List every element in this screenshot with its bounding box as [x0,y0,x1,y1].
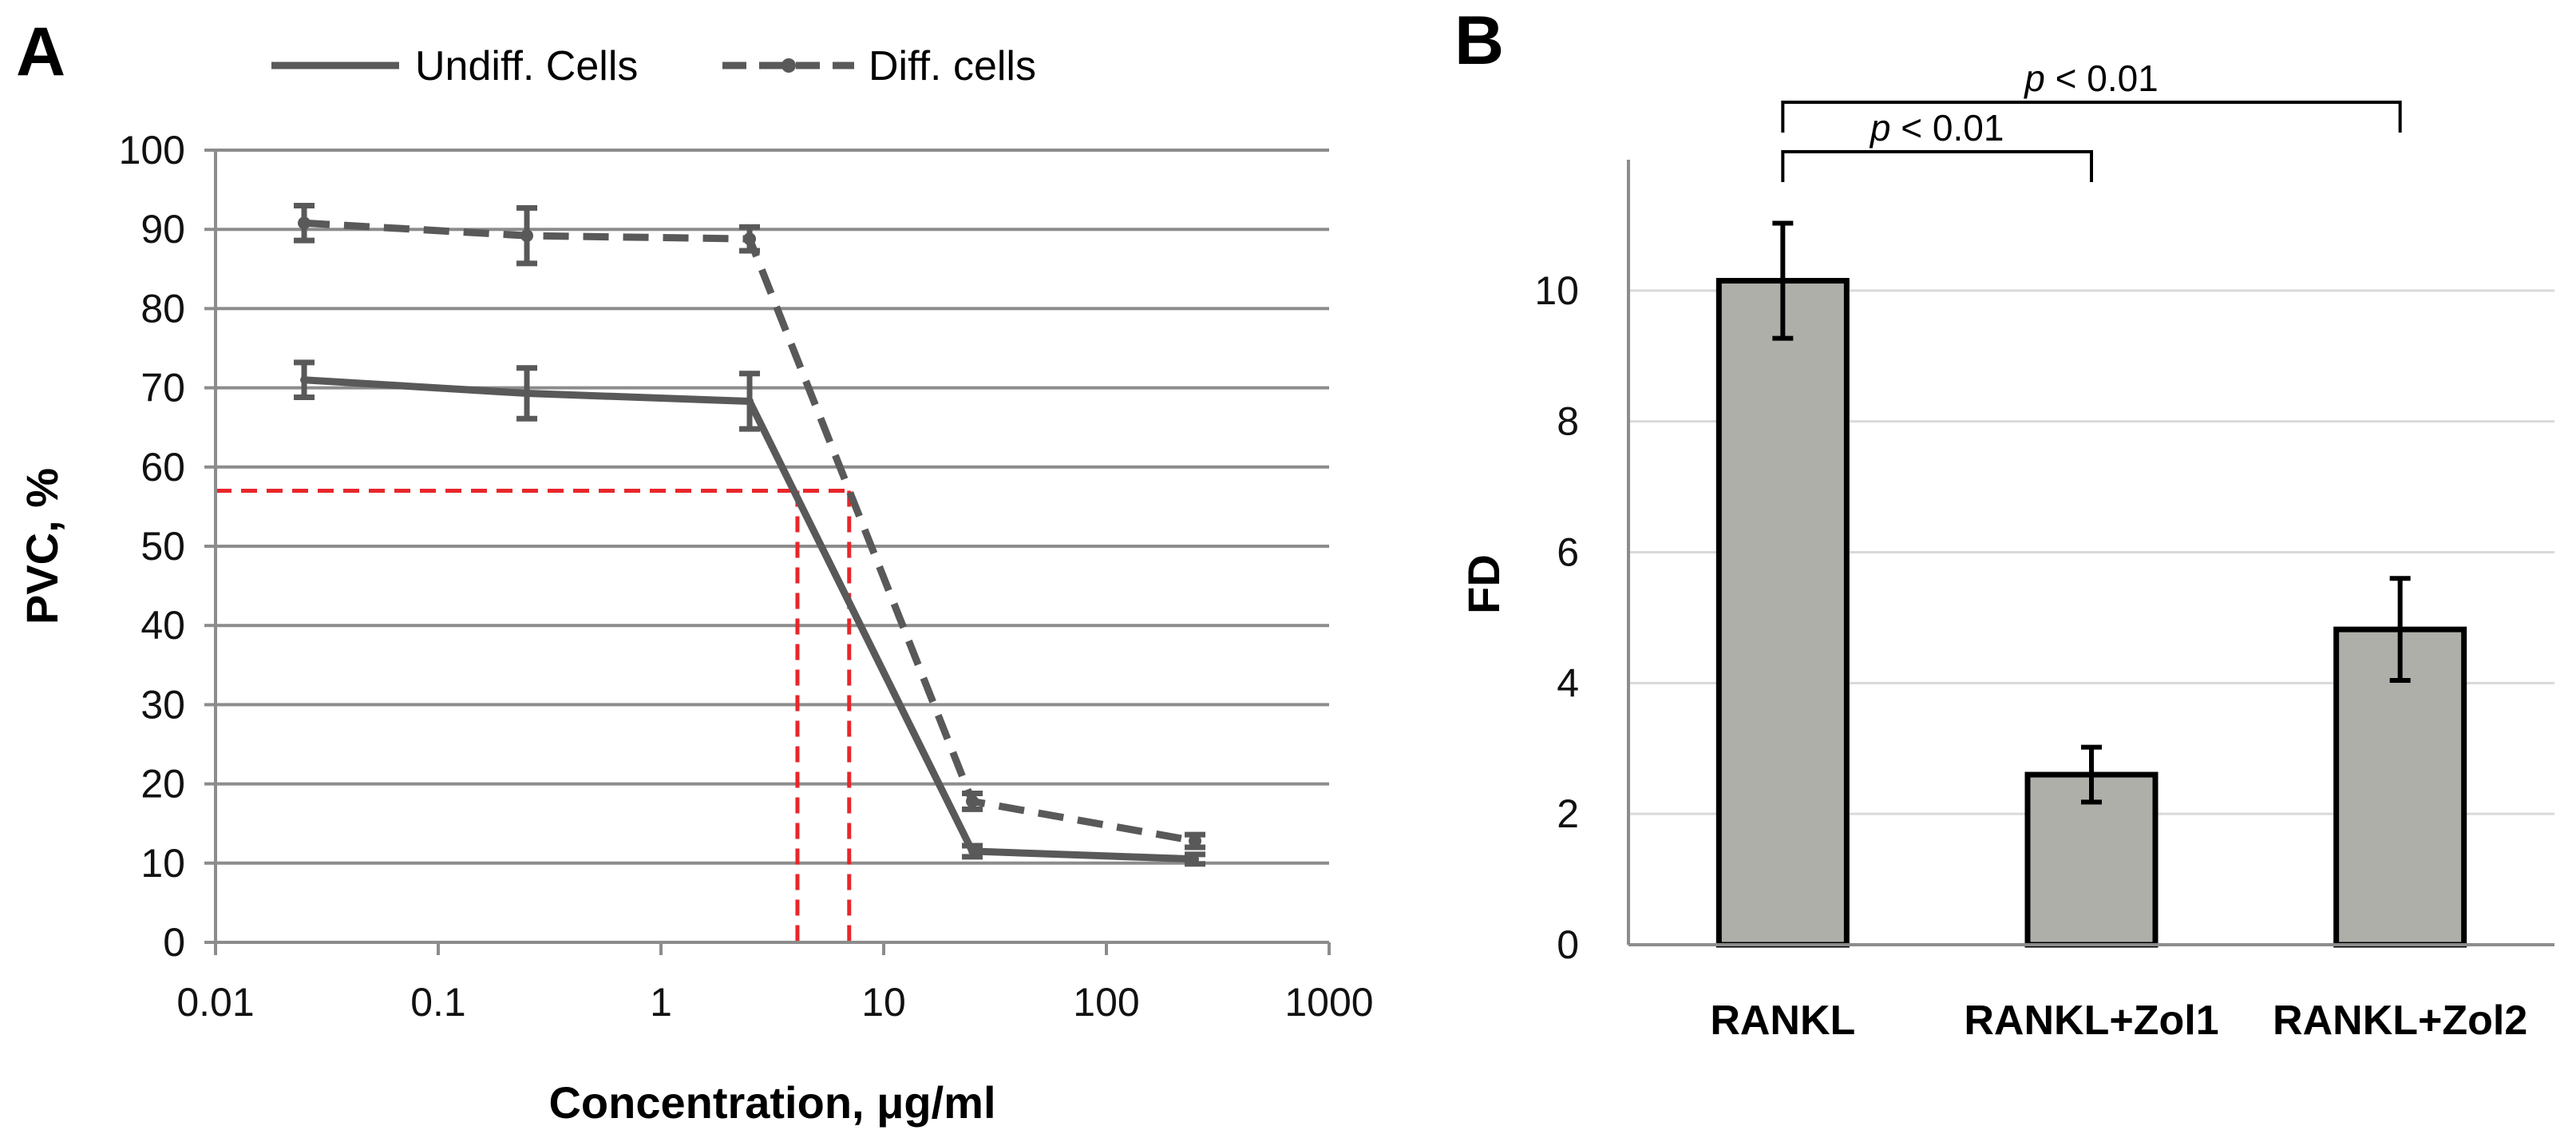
b-significance-brackets: p < 0.01p < 0.01 [1781,57,2402,182]
a-series-line-1 [303,219,1196,845]
a-y-tick-5: 50 [140,524,185,569]
a-x-tick-3: 10 [861,980,906,1025]
b-y-tick-3: 6 [1557,530,1579,575]
a-y-tick-labels: 0 10 20 30 40 50 60 70 80 90 100 [119,128,185,965]
legend-label-undiff: Undiff. Cells [415,43,638,89]
a-y-tick-6: 60 [140,445,185,490]
b-y-axis-title: FD [1458,554,1509,614]
a-point-0-2 [746,397,754,406]
a-y-tick-3: 30 [140,682,185,727]
a-x-tick-4: 100 [1073,980,1139,1025]
b-y-tick-5: 10 [1534,268,1579,313]
a-x-tick-2: 1 [650,980,672,1025]
a-y-axis-title: PVC, % [17,468,67,625]
a-reference-lines [216,489,852,942]
a-point-0-0 [300,375,309,384]
a-y-tick-1: 10 [140,841,185,886]
a-y-tick-8: 80 [140,286,185,331]
b-y-tick-labels: 0 2 4 6 8 10 [1534,268,1579,967]
b-bracket-0 [1781,150,2093,182]
a-gridlines [216,149,1329,865]
b-bracket-1 [1781,101,2402,133]
b-axes [1627,160,2554,946]
b-pvalue-0: p < 0.01 [1869,107,2004,149]
a-x-tick-1: 0.1 [410,980,466,1025]
b-y-tick-0: 0 [1557,922,1579,967]
b-category-1: RANKL+Zol1 [1964,997,2218,1044]
b-pvalue-text-1: < 0.01 [2045,57,2159,99]
a-point-1-4 [1189,835,1202,848]
a-x-axis-title: Concentration, μg/ml [548,1077,995,1128]
b-pvalue-text-0: < 0.01 [1890,107,2004,149]
b-pvalue-1: p < 0.01 [2023,57,2159,99]
a-x-tick-labels: 0.01 0.1 1 10 100 1000 [176,980,1373,1025]
b-y-tick-4: 8 [1557,399,1579,444]
b-y-tick-2: 4 [1557,660,1579,705]
a-y-tick-4: 40 [140,603,185,648]
panel-b-letter: B [1454,2,1504,79]
legend-label-diff: Diff. cells [869,43,1036,89]
a-legend: Undiff. Cells Diff. cells [271,43,1036,89]
a-x-tick-0: 0.01 [176,980,254,1025]
b-pvalue-symbol-0: p [1869,107,1891,149]
panel-a-line-chart: A 0 10 20 30 40 50 60 70 80 90 100 0.01 0.1 1 10 100 10… [16,14,1374,1128]
a-point-1-1 [520,229,534,243]
legend-marker-diff [782,58,796,73]
b-category-0: RANKL [1710,997,1855,1044]
a-y-tick-10: 100 [119,128,185,172]
b-pvalue-symbol-1: p [2023,57,2045,99]
panel-a-letter: A [16,14,65,90]
a-y-tick-2: 20 [140,762,185,807]
a-y-tick-7: 70 [140,366,185,410]
a-point-1-3 [966,795,979,808]
a-point-1-2 [743,232,757,246]
a-point-0-3 [968,847,977,855]
a-series-line-0 [303,376,1196,863]
a-series-1 [294,202,1206,851]
a-point-0-1 [523,389,532,398]
a-series-0 [294,359,1206,867]
a-axes [204,149,1331,955]
b-bars-group [1715,220,2467,948]
panel-b-bar-chart: B 0 2 4 6 8 10 RANKL RANKL+Zol1 RANKL+Zol2 p < … [1454,2,2554,1044]
a-point-0-4 [1191,855,1200,863]
b-bar-0 [1715,278,1850,948]
a-x-tick-5: 1000 [1284,980,1373,1025]
a-series-group [294,202,1206,867]
a-y-tick-9: 90 [140,207,185,252]
b-category-labels: RANKL RANKL+Zol1 RANKL+Zol2 [1710,997,2527,1044]
a-y-tick-0: 0 [163,920,185,965]
b-y-tick-1: 2 [1557,791,1579,836]
b-category-2: RANKL+Zol2 [2273,997,2527,1044]
a-point-1-0 [298,216,311,230]
